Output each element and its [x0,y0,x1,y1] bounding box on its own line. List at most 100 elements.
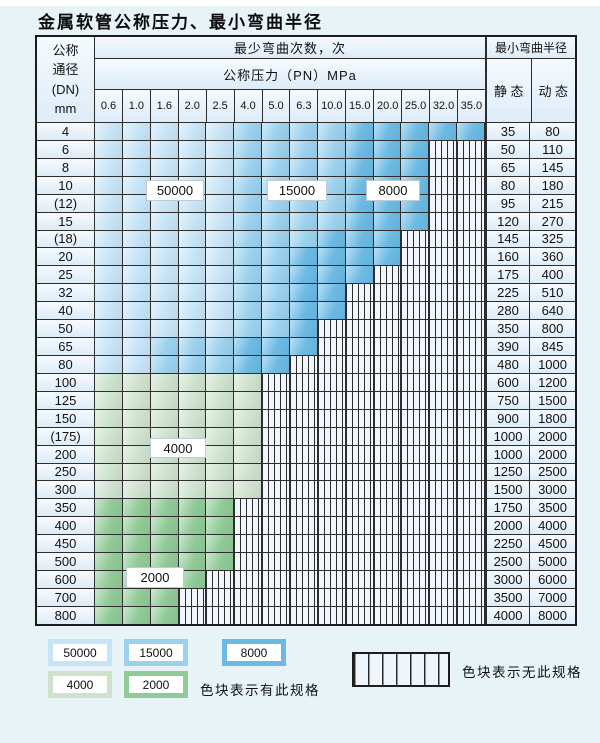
spec-cell-b8 [373,123,402,140]
no-spec-cell [429,320,458,338]
dynamic-radius-value: 510 [530,284,576,302]
dynamic-radius-value: 215 [530,194,576,212]
spec-cell-b50 [150,248,179,266]
no-spec-cell [290,481,318,499]
table-row: 40 280 640 [37,302,576,321]
spec-cell-b50 [206,194,235,212]
no-spec-cell [457,194,486,212]
no-spec-cell [401,248,430,266]
no-spec-cell [290,409,318,427]
spec-cell-b8 [290,302,318,320]
spec-cell-g4 [95,409,123,427]
spec-cell-b15 [206,355,235,373]
no-spec-cell [290,499,318,517]
no-spec-cell [457,302,486,320]
spec-cell-b15 [234,212,263,230]
no-spec-cell [345,391,374,409]
nominal-pressure-header: 公称压力（PN）MPa [95,58,485,91]
spec-cell-g4 [95,427,123,445]
region-label-4000: 4000 [150,438,206,458]
pressure-ticks-row: 0.6 1.0 1.6 2.0 2.5 4.0 5.0 6.3 10.0 15.0 20.0 25.0… [95,90,485,122]
spec-cell-b50 [178,158,207,176]
no-spec-cell [373,266,402,284]
no-spec-cell [262,535,291,553]
spec-cell-g2 [122,517,151,535]
no-spec-cell [262,445,291,463]
no-spec-cell [401,355,430,373]
pressure-tick: 10.0 [318,90,347,122]
spec-cell-b8 [317,302,346,320]
spec-cell-b15 [290,140,318,158]
dn-label: 300 [37,481,95,499]
spec-cell-b15 [234,176,263,194]
static-radius-value: 350 [485,320,531,338]
spec-cell-g2 [206,553,235,571]
spec-cell-b8 [290,338,318,355]
spec-cell-g4 [178,409,207,427]
table-row: 700 3500 7000 [37,588,576,607]
static-radius-value: 65 [485,158,531,176]
spec-cell-g4 [122,409,151,427]
no-spec-cell [457,373,486,391]
spec-cell-b50 [122,284,151,302]
static-dynamic-header-row: 静 态 动 态 [487,59,575,122]
spec-cell-g4 [206,427,235,445]
no-spec-cell [234,553,263,571]
static-radius-value: 3000 [485,571,531,588]
no-spec-cell [345,571,374,588]
no-spec-cell [290,391,318,409]
spec-cell-g4 [206,391,235,409]
no-spec-cell [317,463,346,481]
no-spec-cell [401,230,430,248]
no-spec-cell [429,463,458,481]
spec-cell-g2 [150,499,179,517]
legend-swatch-50000: 50000 [48,639,112,666]
spec-cell-g2 [150,535,179,553]
no-spec-cell [401,338,430,355]
no-spec-cell [373,320,402,338]
spec-cell-b15 [234,284,263,302]
dn-label: 800 [37,606,95,624]
spec-cell-b50 [206,158,235,176]
no-spec-cell [429,194,458,212]
table-row: 25 175 400 [37,266,576,285]
spec-cell-b15 [234,266,263,284]
spec-cell-g4 [178,463,207,481]
spec-cell-b50 [178,230,207,248]
no-spec-cell [373,302,402,320]
pressure-tick: 1.0 [122,90,151,122]
spec-cell-b50 [150,320,179,338]
dynamic-radius-value: 4000 [530,517,576,535]
spec-cell-g4 [122,481,151,499]
no-spec-cell [457,212,486,230]
spec-cell-b50 [95,230,123,248]
corner-header-dn: 公称 通径 (DN) mm [37,37,95,122]
no-spec-cell [317,481,346,499]
no-spec-cell [262,571,291,588]
spec-cell-b15 [317,140,346,158]
table-row: 4 35 80 [37,123,576,141]
no-spec-cell [429,481,458,499]
no-spec-cell [429,571,458,588]
spec-cell-g2 [95,571,123,588]
no-spec-cell [429,338,458,355]
bend-radius-header-group: 最小弯曲半径 静 态 动 态 [485,37,575,122]
dn-label: 150 [37,409,95,427]
spec-cell-b8 [429,123,458,140]
no-spec-cell [345,517,374,535]
spec-cell-b15 [262,140,291,158]
spec-cell-b50 [122,194,151,212]
dynamic-radius-value: 2000 [530,445,576,463]
spec-cell-b8 [401,212,430,230]
spec-cell-b50 [150,140,179,158]
spec-cell-b8 [345,230,374,248]
spec-cell-g4 [234,463,263,481]
static-radius-value: 390 [485,338,531,355]
dynamic-radius-value: 6000 [530,571,576,588]
no-spec-cell [401,302,430,320]
no-spec-cell [317,355,346,373]
no-spec-cell [457,606,486,624]
no-spec-cell [234,606,263,624]
page-title: 金属软管公称压力、最小弯曲半径 [38,13,323,33]
spec-cell-b15 [262,123,291,140]
